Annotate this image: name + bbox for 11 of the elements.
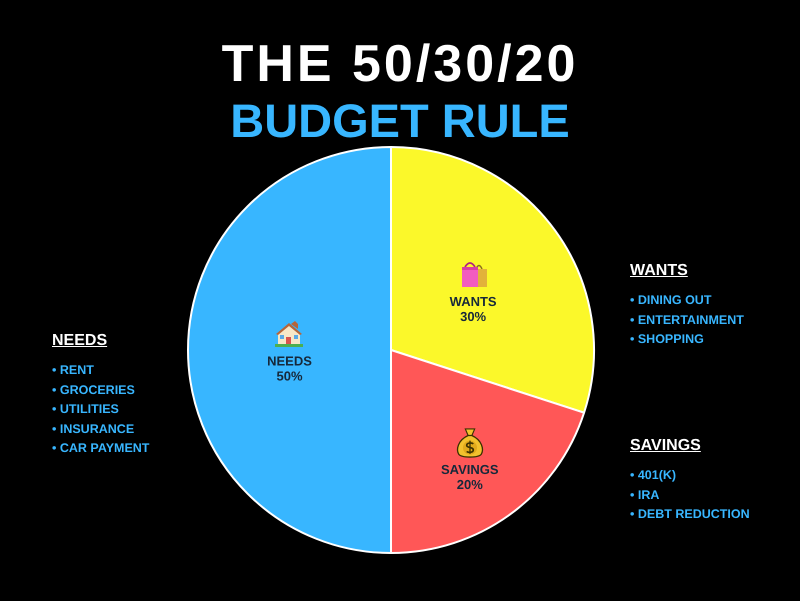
text: NEEDS • RENT • GROCERIES • UTILITIES • INSURANCE • CAR PAYMENT: [52, 331, 150, 457]
data-label: 50%: [276, 368, 303, 384]
slice-label: WANTS: [450, 294, 497, 309]
slice-label: NEEDS: [267, 354, 312, 369]
data-label: 20%: [456, 476, 484, 492]
chart-title: THE 50/30/20: [220, 35, 580, 93]
chart-subtitle: BUDGET RULE: [229, 94, 571, 147]
slice-label: SAVINGS: [440, 462, 499, 477]
text: SAVINGS • 401(K) • IRA • DEBT REDUCTION: [630, 436, 750, 523]
text: WANTS • DINING OUT • ENTERTAINMENT • SHOPPING: [630, 261, 744, 348]
data-label: 30%: [460, 308, 487, 324]
